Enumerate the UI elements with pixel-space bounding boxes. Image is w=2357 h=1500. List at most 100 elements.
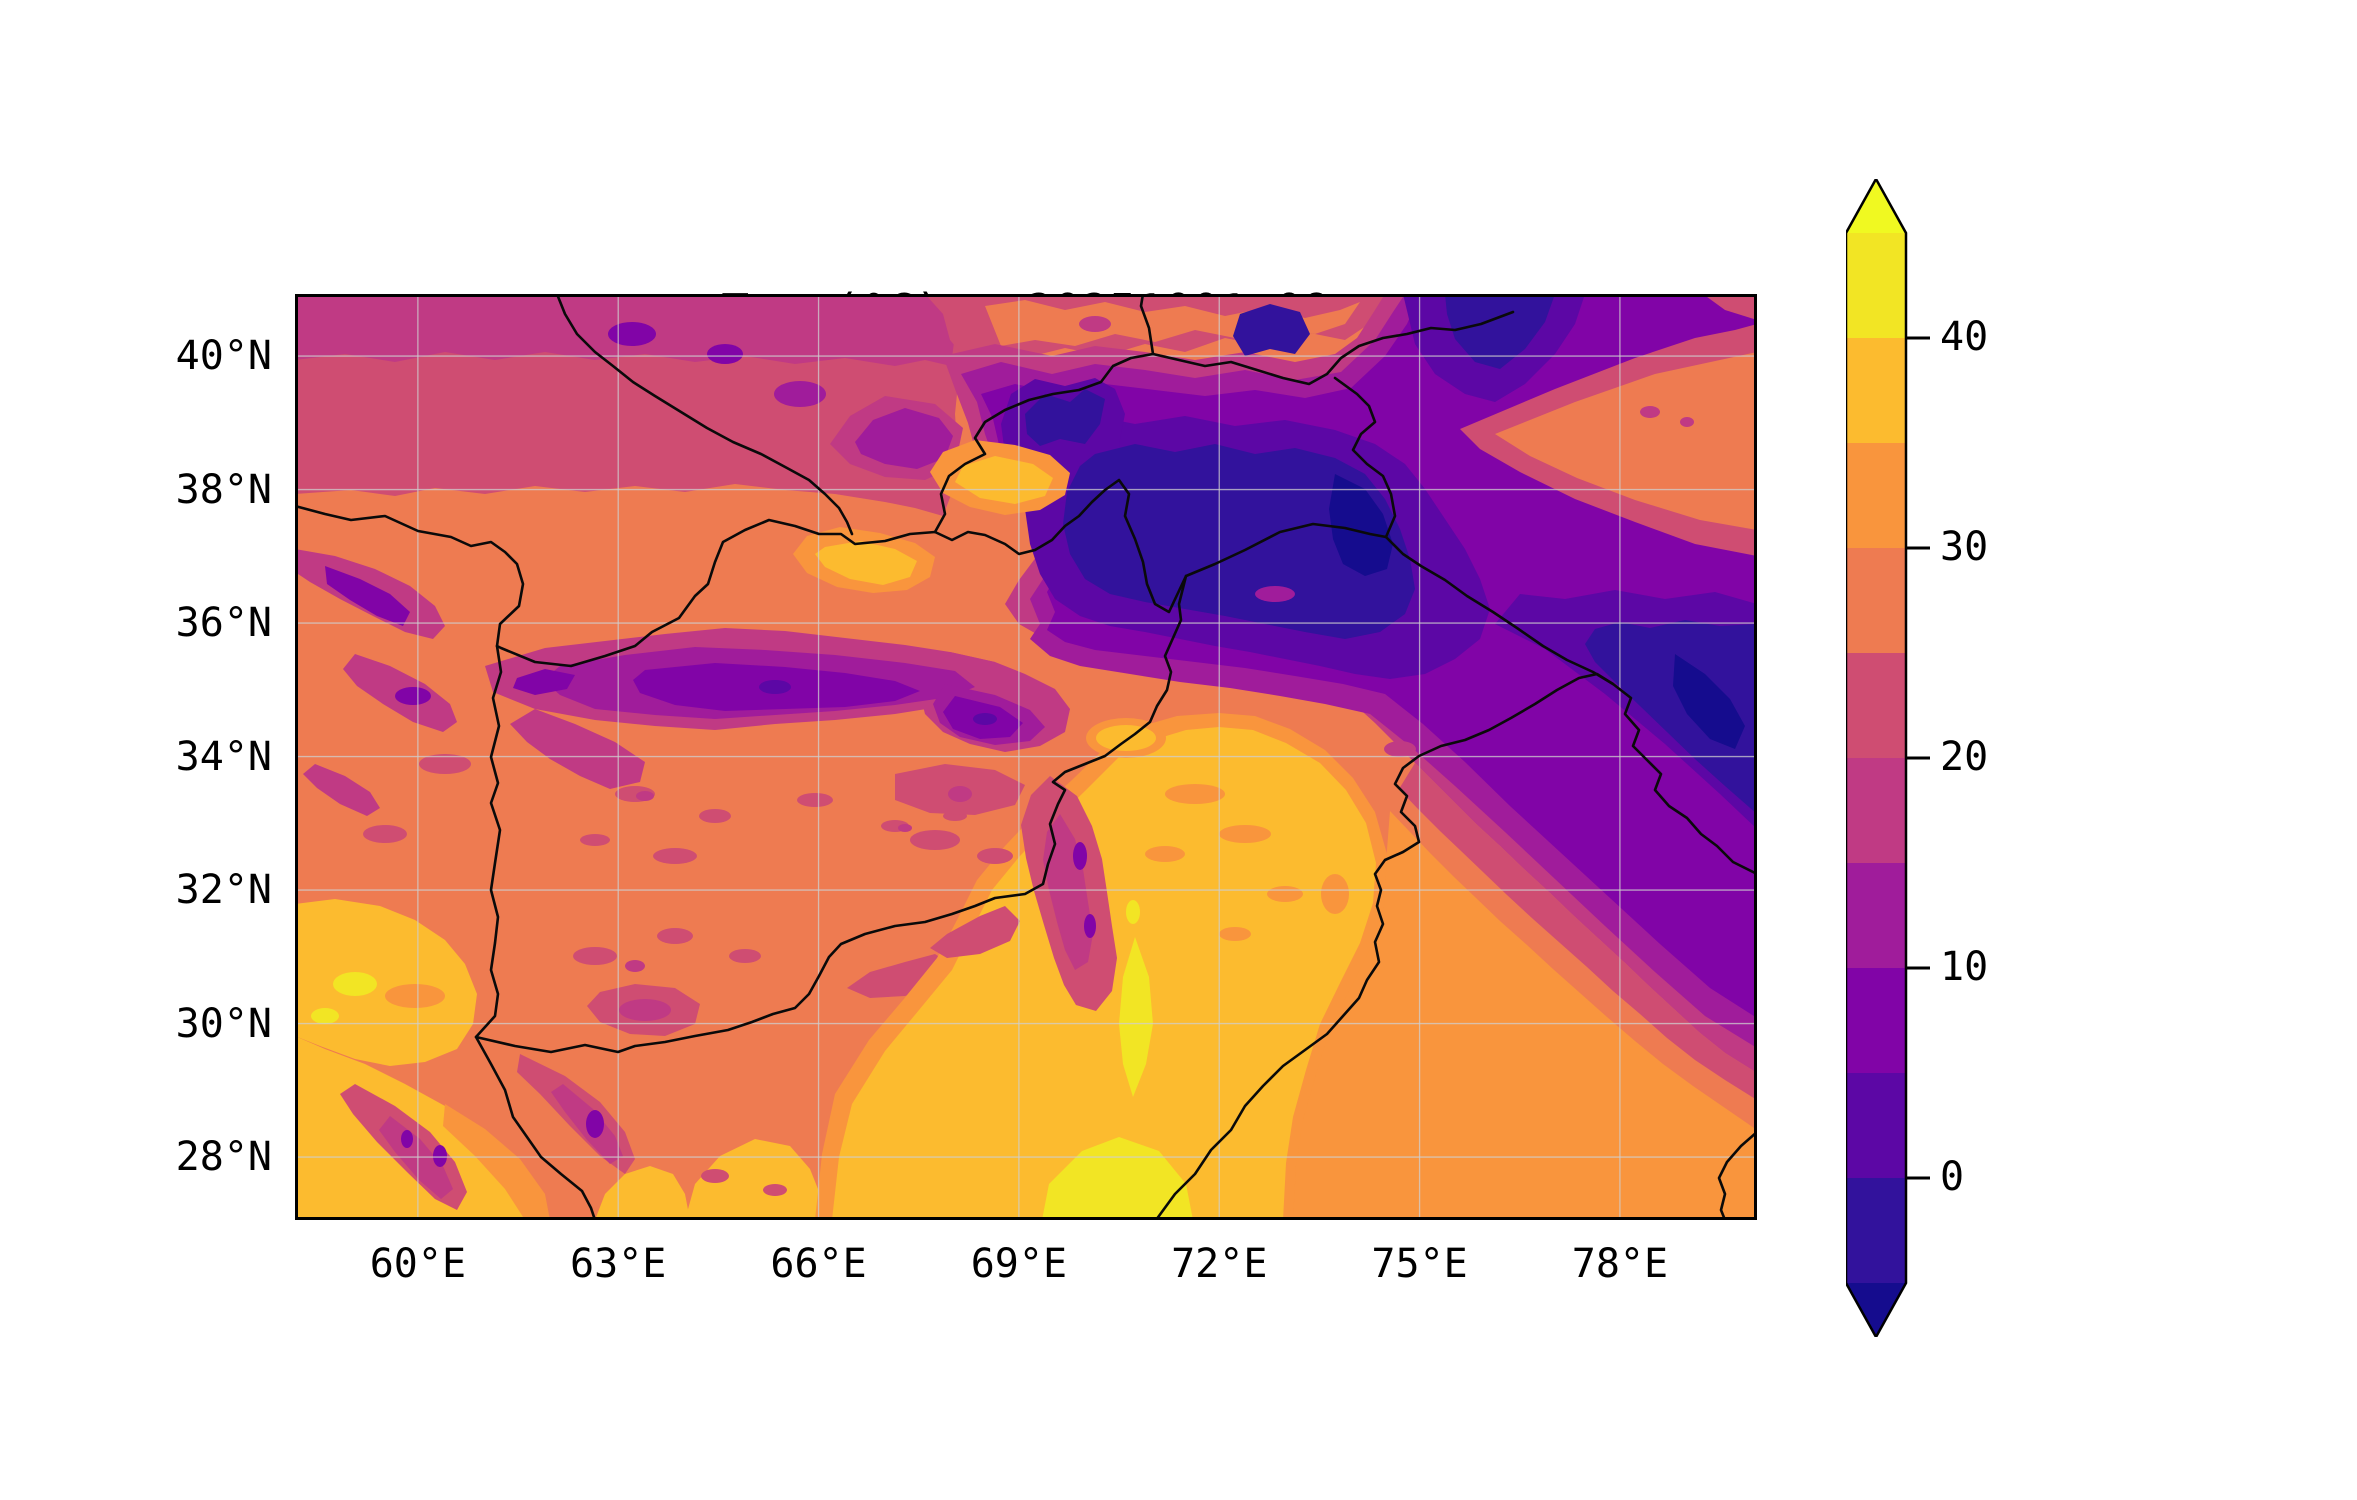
y-tick-label: 38°N xyxy=(175,466,272,513)
contour-region xyxy=(636,791,654,801)
colorbar-band xyxy=(1846,548,1906,653)
border-karakoram-china xyxy=(1384,535,1757,876)
contour-region xyxy=(1233,304,1310,356)
contour-region xyxy=(1329,474,1393,576)
colorbar-band xyxy=(1846,1073,1906,1178)
colorbar-under-arrow xyxy=(1846,1283,1906,1337)
contour-region xyxy=(774,381,826,407)
x-tick-label: 66°E xyxy=(770,1241,867,1287)
contour-region xyxy=(707,344,743,364)
contour-region xyxy=(1119,937,1153,1097)
contour-region xyxy=(1219,825,1271,843)
contour-region xyxy=(608,322,656,346)
border-iran xyxy=(295,504,597,1220)
contour-region xyxy=(948,786,972,802)
colorbar-band xyxy=(1846,653,1906,758)
colorbar-tick-label: 30 xyxy=(1940,524,1989,570)
contour-region xyxy=(855,408,953,469)
colorbar-band xyxy=(1846,338,1906,443)
colorbar-band xyxy=(1846,443,1906,548)
contour-region xyxy=(1267,886,1303,902)
contour-region xyxy=(625,960,645,972)
contour-region xyxy=(973,713,997,725)
contour-region xyxy=(815,541,917,585)
border-pak-india xyxy=(1154,672,1615,1220)
contour-region xyxy=(1495,352,1757,530)
contour-region xyxy=(657,928,693,944)
contour-region xyxy=(325,566,410,626)
contour-region xyxy=(910,830,960,850)
contour-region xyxy=(898,824,912,832)
contour-region xyxy=(1079,316,1111,332)
contour-region xyxy=(1043,814,1093,970)
contour-region xyxy=(363,825,407,843)
contour-region xyxy=(729,949,761,963)
contour-region xyxy=(586,1110,604,1138)
contour-region xyxy=(759,680,791,694)
border-tajik-china xyxy=(1333,376,1397,539)
contour-region xyxy=(1145,846,1185,862)
contour-region xyxy=(395,687,431,705)
border-kyrgyz-branch xyxy=(1139,294,1155,356)
graticule xyxy=(295,294,1757,1220)
y-tick-label: 40°N xyxy=(175,333,272,380)
border-afghanistan-north xyxy=(495,478,1388,668)
colorbar-band xyxy=(1846,1178,1906,1283)
colorbar-band xyxy=(1846,968,1906,1073)
x-tick-label: 75°E xyxy=(1371,1241,1468,1287)
contour-region xyxy=(1165,784,1225,804)
contour-region xyxy=(333,972,377,996)
contour-region xyxy=(1384,741,1416,757)
colorbar-tick-label: 20 xyxy=(1940,734,1989,780)
contour-region xyxy=(311,1008,339,1024)
contour-fill-layer xyxy=(295,294,1757,1220)
contour-region xyxy=(433,1145,447,1167)
contour-region xyxy=(619,999,671,1021)
border-nepal-corner xyxy=(1717,1130,1757,1220)
x-tick-label: 63°E xyxy=(570,1241,667,1287)
contour-region xyxy=(1084,914,1096,938)
contour-region xyxy=(797,793,833,807)
x-tick-label: 72°E xyxy=(1171,1241,1268,1287)
contour-region xyxy=(1255,586,1295,602)
contour-region xyxy=(1673,654,1745,749)
contour-region xyxy=(763,1184,787,1196)
contour-region xyxy=(955,456,1053,504)
contour-region xyxy=(1219,927,1251,941)
border-durand-line xyxy=(474,574,1188,1054)
contour-region xyxy=(1321,874,1349,914)
contour-region xyxy=(419,754,471,774)
contour-region xyxy=(401,1130,413,1148)
colorbar-band xyxy=(1846,758,1906,863)
border-turkmen-uzbek xyxy=(555,294,854,536)
contour-region xyxy=(443,1104,550,1220)
contour-region xyxy=(977,848,1013,864)
contour-region xyxy=(510,709,645,789)
colorbar-tick-label: 40 xyxy=(1940,314,1989,360)
contour-region xyxy=(580,834,610,846)
x-tick-label: 60°E xyxy=(369,1241,467,1287)
contour-region xyxy=(1063,444,1415,639)
contour-region xyxy=(1585,620,1757,814)
contour-region xyxy=(1703,294,1757,320)
contour-region xyxy=(699,809,731,823)
contour-region xyxy=(1096,725,1156,751)
contour-region xyxy=(701,1169,729,1183)
contour-region xyxy=(1399,763,1757,1100)
contour-region xyxy=(295,899,477,1066)
colorbar-band xyxy=(1846,233,1906,338)
colorbar-tick-label: 0 xyxy=(1940,1154,1965,1200)
y-tick-label: 28°N xyxy=(175,1134,272,1181)
y-tick-label: 34°N xyxy=(175,733,272,780)
y-tick-label: 36°N xyxy=(175,600,272,647)
contour-region xyxy=(653,848,697,864)
y-tick-label: 30°N xyxy=(175,1000,272,1047)
contour-region xyxy=(573,947,617,965)
colorbar-tick-label: 10 xyxy=(1940,944,1989,990)
colorbar-over-arrow xyxy=(1846,179,1906,233)
axes-frame xyxy=(295,294,1757,1220)
temperature-colorbar xyxy=(1846,179,1930,1337)
y-tick-label: 32°N xyxy=(175,867,272,914)
contour-region xyxy=(685,1139,825,1220)
